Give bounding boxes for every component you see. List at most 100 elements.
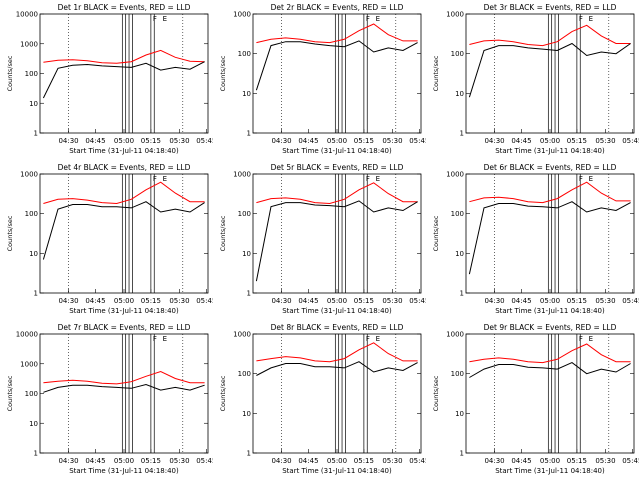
plot-frame	[39, 13, 209, 134]
chart-title: Det 5r BLACK = Events, RED = LLD	[271, 163, 404, 172]
y-axis-label: Counts/sec	[6, 215, 14, 251]
flag-e-label: E	[163, 175, 167, 183]
y-tick-label: 100	[25, 70, 38, 78]
y-axis-label: Counts/sec	[432, 375, 440, 411]
panel-svg: Det 7r BLACK = Events, RED = LLD F E 1 10 100…	[6, 323, 216, 475]
x-tick-label: 05:30	[169, 137, 189, 145]
y-tick-label: 1	[247, 450, 251, 458]
y-tick-label: 10000	[16, 331, 38, 339]
plot-frame	[252, 13, 422, 134]
x-tick-label: 05:30	[382, 137, 402, 145]
y-axis-label: Counts/sec	[6, 375, 14, 411]
x-tick-label: 05:30	[169, 297, 189, 305]
y-tick-label: 1	[34, 130, 38, 138]
x-tick-label: 05:30	[595, 297, 615, 305]
x-tick-label: 05:15	[354, 457, 374, 465]
x-axis-label: Start Time (31-Jul-11 04:18:40)	[69, 467, 179, 475]
flag-f-label: F	[366, 15, 370, 23]
y-tick-label: 10	[242, 90, 251, 98]
series-lld-line	[469, 343, 631, 364]
chart-title: Det 7r BLACK = Events, RED = LLD	[58, 323, 191, 332]
y-tick-label: 1	[34, 450, 38, 458]
flag-e-label: E	[589, 15, 593, 23]
flag-f-label: F	[579, 15, 583, 23]
y-axis-label: Counts/sec	[432, 215, 440, 251]
x-tick-label: 04:30	[271, 457, 291, 465]
x-tick-label: 05:15	[354, 137, 374, 145]
detector-panel-8: Det 8r BLACK = Events, RED = LLD F E 1 10 100…	[213, 320, 429, 484]
x-axis-label: Start Time (31-Jul-11 04:18:40)	[69, 307, 179, 315]
y-axis-label: Counts/sec	[219, 55, 227, 91]
y-tick-label: 1000	[20, 171, 38, 179]
x-tick-label: 05:15	[141, 137, 161, 145]
x-tick-label: 04:30	[484, 457, 504, 465]
detector-panel-3: Det 3r BLACK = Events, RED = LLD F E 1 10 100…	[426, 0, 640, 164]
series-events-line	[255, 200, 418, 282]
x-tick-label: 05:45	[409, 457, 426, 465]
plot-frame	[465, 13, 635, 134]
x-tick-label: 05:45	[622, 297, 639, 305]
x-tick-label: 04:30	[271, 137, 291, 145]
x-tick-label: 04:45	[511, 297, 531, 305]
x-axis-label: Start Time (31-Jul-11 04:18:40)	[495, 307, 605, 315]
x-tick-label: 05:00	[540, 137, 560, 145]
y-axis-label: Counts/sec	[6, 55, 14, 91]
y-tick-label: 100	[25, 390, 38, 398]
panel-svg: Det 2r BLACK = Events, RED = LLD F E 1 10 100…	[219, 3, 429, 155]
plot-frame	[39, 333, 209, 454]
series-lld-line	[43, 181, 205, 205]
y-tick-label: 1000	[446, 11, 464, 19]
flag-e-label: E	[589, 335, 593, 343]
y-tick-label: 100	[451, 210, 464, 218]
y-tick-label: 10	[455, 410, 464, 418]
detector-panel-6: Det 6r BLACK = Events, RED = LLD F E 1 10 100…	[426, 160, 640, 324]
x-tick-label: 04:45	[85, 137, 105, 145]
plot-frame	[465, 173, 635, 294]
series-lld-line	[256, 342, 418, 363]
flag-e-label: E	[163, 335, 167, 343]
x-tick-label: 05:30	[595, 457, 615, 465]
panel-svg: Det 5r BLACK = Events, RED = LLD F E 1 10 100…	[219, 163, 429, 315]
x-tick-label: 05:30	[382, 457, 402, 465]
y-tick-label: 100	[238, 210, 251, 218]
series-events-line	[42, 201, 205, 260]
detector-panel-4: Det 4r BLACK = Events, RED = LLD F E 1 10 100…	[0, 160, 216, 324]
x-axis-label: Start Time (31-Jul-11 04:18:40)	[69, 147, 179, 155]
panel-svg: Det 1r BLACK = Events, RED = LLD F E 1 10 100…	[6, 3, 216, 155]
x-tick-label: 05:00	[114, 137, 134, 145]
y-tick-label: 100	[25, 210, 38, 218]
y-tick-label: 1000	[446, 171, 464, 179]
series-events-line	[469, 362, 631, 378]
flag-e-label: E	[163, 15, 167, 23]
series-events-line	[43, 383, 205, 393]
y-tick-label: 1	[247, 290, 251, 298]
x-tick-label: 05:00	[540, 297, 560, 305]
y-tick-label: 1000	[446, 331, 464, 339]
x-tick-label: 05:00	[114, 457, 134, 465]
x-tick-label: 04:30	[484, 297, 504, 305]
series-lld-line	[43, 49, 205, 64]
detector-panel-5: Det 5r BLACK = Events, RED = LLD F E 1 10 100…	[213, 160, 429, 324]
chart-title: Det 2r BLACK = Events, RED = LLD	[271, 3, 404, 12]
flag-f-label: F	[366, 175, 370, 183]
detector-panel-7: Det 7r BLACK = Events, RED = LLD F E 1 10 100…	[0, 320, 216, 484]
series-events-line	[468, 201, 631, 275]
x-tick-label: 05:45	[622, 457, 639, 465]
x-tick-label: 05:45	[196, 297, 213, 305]
x-tick-label: 05:45	[196, 137, 213, 145]
y-tick-label: 10	[242, 410, 251, 418]
panel-svg: Det 9r BLACK = Events, RED = LLD F E 1 10 100…	[432, 323, 640, 475]
x-tick-label: 05:15	[567, 457, 587, 465]
flag-e-label: E	[376, 335, 380, 343]
series-events-line	[256, 361, 418, 376]
series-lld-line	[256, 182, 418, 205]
y-tick-label: 10	[29, 250, 38, 258]
series-lld-line	[256, 23, 418, 44]
y-tick-label: 100	[238, 50, 251, 58]
x-tick-label: 05:00	[540, 457, 560, 465]
flag-f-label: F	[153, 175, 157, 183]
panel-svg: Det 6r BLACK = Events, RED = LLD F E 1 10 100…	[432, 163, 640, 315]
y-axis-label: Counts/sec	[219, 215, 227, 251]
y-tick-label: 1000	[233, 331, 251, 339]
y-tick-label: 100	[238, 370, 251, 378]
